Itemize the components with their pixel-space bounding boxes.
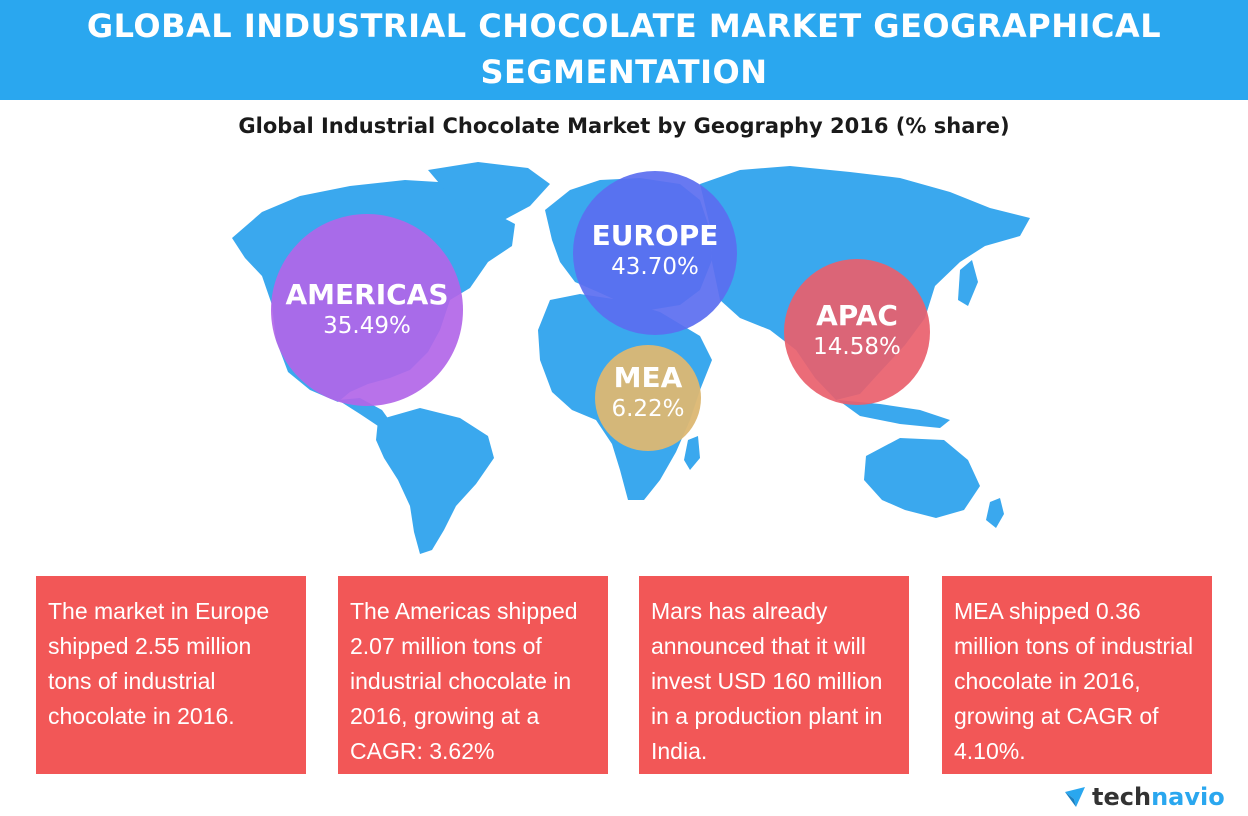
mea-share: 6.22% xyxy=(611,396,685,422)
new-zealand-shape xyxy=(986,498,1004,528)
fact-box-europe: The market in Europe shipped 2.55 millio… xyxy=(36,576,306,774)
technavio-arrow-icon xyxy=(1065,787,1085,807)
mea-name: MEA xyxy=(613,361,683,394)
central-america-shape xyxy=(338,398,392,426)
header-title-line2: SEGMENTATION xyxy=(480,53,768,91)
chart-subtitle: Global Industrial Chocolate Market by Ge… xyxy=(238,114,1010,138)
apac-name: APAC xyxy=(816,299,898,332)
europe-name: EUROPE xyxy=(591,219,719,252)
americas-share: 35.49% xyxy=(323,313,411,339)
header-title-line1: GLOBAL INDUSTRIAL CHOCOLATE MARKET GEOGR… xyxy=(86,7,1162,45)
apac-share: 14.58% xyxy=(813,334,901,360)
americas-bubble xyxy=(271,214,463,406)
fact-box-mea: MEA shipped 0.36 million tons of industr… xyxy=(942,576,1212,774)
page-header: GLOBAL INDUSTRIAL CHOCOLATE MARKET GEOGR… xyxy=(0,0,1248,100)
logo-text-part1: tech xyxy=(1092,783,1152,811)
europe-label: EUROPE 43.70% xyxy=(592,220,719,282)
americas-label: AMERICAS 35.49% xyxy=(285,279,448,341)
south-america-shape xyxy=(376,408,494,554)
mea-label: MEA 6.22% xyxy=(611,362,684,424)
greenland-shape xyxy=(428,162,550,222)
japan-shape xyxy=(958,260,978,306)
fact-box-americas: The Americas shipped 2.07 million tons o… xyxy=(338,576,608,774)
fact-box-mars: Mars has already announced that it will … xyxy=(639,576,909,774)
indonesia-shape xyxy=(838,400,950,428)
apac-label: APAC 14.58% xyxy=(813,300,901,362)
australia-shape xyxy=(864,438,980,518)
europe-bubble xyxy=(573,171,737,335)
madagascar-shape xyxy=(684,436,700,470)
mea-bubble xyxy=(595,345,701,451)
americas-name: AMERICAS xyxy=(285,278,449,311)
technavio-logo: technavio xyxy=(1064,782,1225,812)
apac-bubble xyxy=(784,259,930,405)
logo-text-part2: navio xyxy=(1151,783,1225,811)
logo-text: technavio xyxy=(1092,783,1225,811)
europe-share: 43.70% xyxy=(611,254,699,280)
world-map xyxy=(232,162,1030,554)
